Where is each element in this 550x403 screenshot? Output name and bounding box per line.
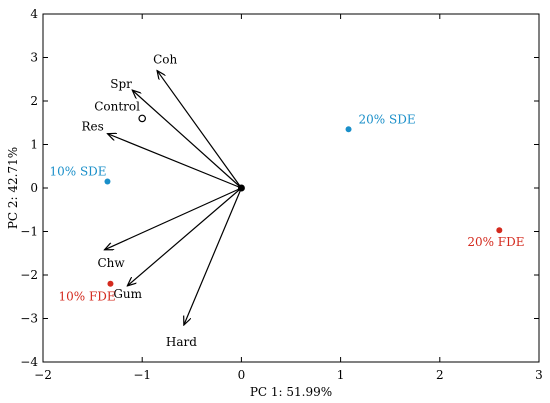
plot-frame [42, 13, 540, 363]
y-tick-label: 4 [30, 7, 38, 21]
sample-point-10-fde [107, 280, 114, 287]
x-tick-label: −1 [133, 368, 151, 382]
loading-label-res: Res [81, 120, 103, 134]
y-tick-label: −4 [20, 355, 38, 369]
x-tick-label: 2 [436, 368, 444, 382]
loading-vector-chw [105, 187, 242, 250]
origin-point [237, 184, 245, 192]
loading-label-spr: Spr [110, 77, 132, 91]
sample-point-20-fde [496, 227, 503, 234]
x-axis-title: PC 1: 51.99% [250, 385, 332, 399]
y-tick-label: 0 [30, 181, 38, 195]
loading-label-chw: Chw [98, 256, 126, 270]
axis-ticks: −2 −1 0 1 2 3 4 3 2 1 0 −1 −2 −3 −4 [20, 7, 543, 382]
sample-point-10-sde [104, 178, 111, 185]
loading-vector-spr [132, 90, 242, 189]
x-tick-label: 0 [238, 368, 246, 382]
loading-label-hard: Hard [166, 335, 197, 349]
loading-label-gum: Gum [113, 287, 142, 301]
y-tick-label: 3 [30, 51, 38, 65]
sample-label-10-fde: 10% FDE [58, 290, 115, 304]
loading-vector-res [107, 134, 242, 189]
y-tick-label: 2 [30, 94, 38, 108]
loading-vector-coh [157, 71, 242, 189]
loading-vector-gum [127, 187, 242, 286]
y-axis-title: PC 2: 42.71% [6, 147, 20, 229]
sample-label-20-sde: 20% SDE [359, 112, 416, 126]
x-tick-label: 3 [535, 368, 543, 382]
y-tick-label: −2 [20, 268, 38, 282]
loading-vector-hard [184, 187, 242, 325]
y-tick-label: −3 [20, 312, 38, 326]
x-tick-label: 1 [337, 368, 345, 382]
sample-label-10-sde: 10% SDE [49, 164, 106, 178]
sample-points: Control 10% SDE 20% SDE 10% FDE 20% FDE [49, 99, 524, 303]
sample-label-20-fde: 20% FDE [467, 235, 524, 249]
y-tick-label: −1 [20, 225, 38, 239]
loading-label-coh: Coh [153, 53, 177, 67]
loading-vectors: Coh Spr Res Chw Gum Hard [81, 53, 242, 349]
sample-label-control: Control [94, 99, 140, 113]
x-tick-label: −2 [34, 368, 52, 382]
y-tick-label: 1 [30, 138, 38, 152]
sample-point-20-sde [345, 126, 352, 133]
sample-point-control [138, 114, 147, 123]
